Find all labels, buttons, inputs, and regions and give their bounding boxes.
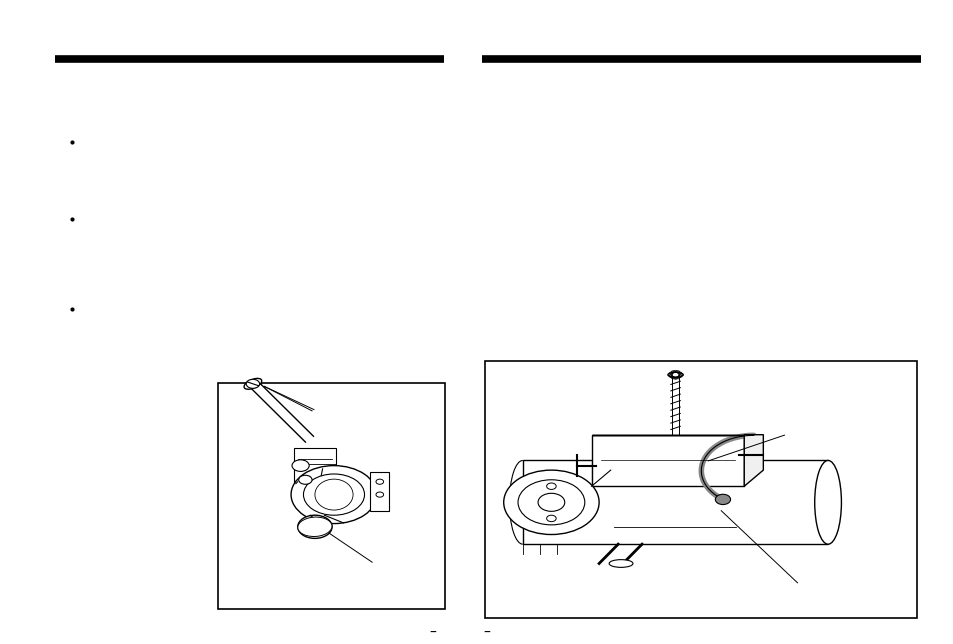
Bar [522,460,827,544]
Circle shape [291,466,376,524]
Text: –: – [482,625,490,639]
Circle shape [303,474,364,515]
Ellipse shape [667,372,682,377]
Ellipse shape [297,517,332,536]
Circle shape [503,470,598,535]
Bar [591,435,743,486]
Ellipse shape [608,560,633,567]
Bar [217,383,444,609]
Circle shape [715,494,730,504]
Ellipse shape [244,379,261,389]
Circle shape [375,479,383,484]
Polygon shape [743,435,762,486]
Circle shape [297,515,332,538]
Circle shape [292,460,309,471]
Circle shape [303,519,326,535]
Bar [294,448,335,484]
Text: –: – [429,625,436,639]
Ellipse shape [314,479,353,510]
Ellipse shape [814,460,841,544]
Circle shape [375,492,383,497]
Circle shape [517,480,584,525]
Bar [484,361,916,618]
Circle shape [246,379,259,388]
Circle shape [546,515,556,522]
Circle shape [546,483,556,489]
Bar [370,472,389,511]
Circle shape [298,475,312,484]
Circle shape [537,493,564,511]
